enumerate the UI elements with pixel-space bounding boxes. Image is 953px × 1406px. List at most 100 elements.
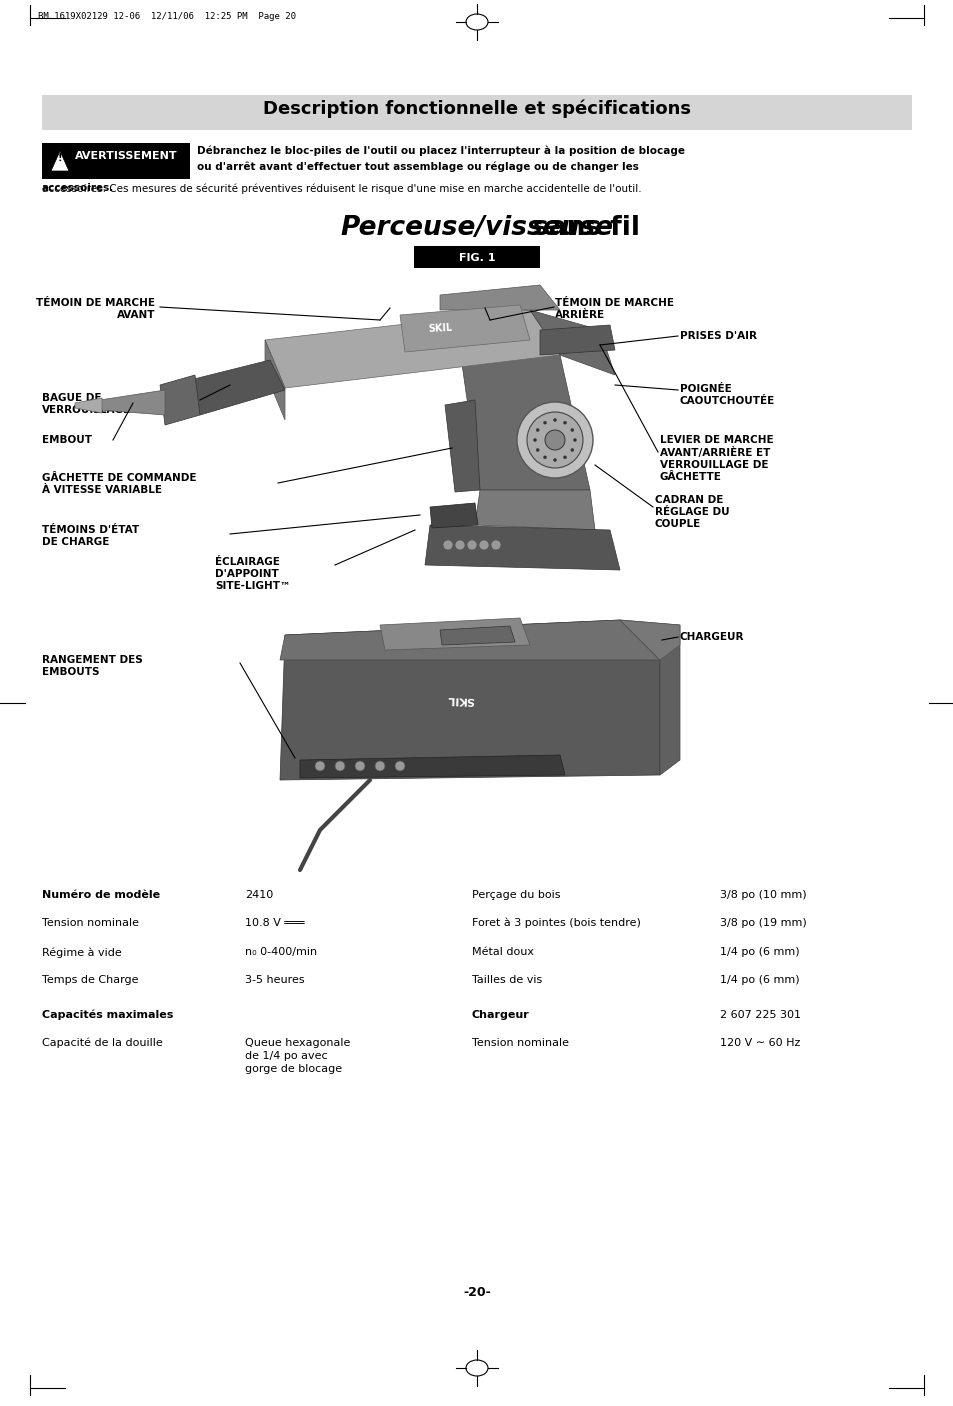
Text: GÂCHETTE DE COMMANDE
À VITESSE VARIABLE: GÂCHETTE DE COMMANDE À VITESSE VARIABLE [42, 472, 196, 495]
Bar [42, 143, 190, 179]
Text: 1/4 po (6 mm): 1/4 po (6 mm) [720, 974, 799, 986]
Text: ou d'arrêt avant d'effectuer tout assemblage ou réglage ou de changer les: ou d'arrêt avant d'effectuer tout assemb… [196, 162, 639, 172]
Polygon shape [539, 325, 615, 354]
Text: ÉCLAIRAGE
D'APPOINT
SITE-LIGHT™: ÉCLAIRAGE D'APPOINT SITE-LIGHT™ [214, 557, 290, 591]
Circle shape [563, 422, 566, 425]
Circle shape [467, 540, 476, 550]
Text: 120 V ∼ 60 Hz: 120 V ∼ 60 Hz [720, 1038, 800, 1047]
Text: -20-: -20- [462, 1285, 491, 1299]
Polygon shape [439, 626, 515, 645]
Text: TÉMOINS D'ÉTAT
DE CHARGE: TÉMOINS D'ÉTAT DE CHARGE [42, 524, 139, 547]
Text: 1/4 po (6 mm): 1/4 po (6 mm) [720, 948, 799, 957]
Text: PRISES D'AIR: PRISES D'AIR [679, 330, 757, 342]
Polygon shape [399, 305, 530, 352]
Text: Foret à 3 pointes (bois tendre): Foret à 3 pointes (bois tendre) [472, 918, 640, 928]
Text: CHARGEUR: CHARGEUR [679, 633, 743, 643]
Text: Capacité de la douille: Capacité de la douille [42, 1038, 163, 1049]
Circle shape [536, 429, 538, 432]
Polygon shape [280, 620, 659, 659]
Text: 2410: 2410 [245, 890, 273, 900]
Text: 3/8 po (10 mm): 3/8 po (10 mm) [720, 890, 806, 900]
Text: Perceuse/visseuse: Perceuse/visseuse [340, 215, 613, 240]
Text: FIG. 1: FIG. 1 [458, 253, 495, 263]
Text: accessoires. Ces mesures de sécurité préventives réduisent le risque d'une mise : accessoires. Ces mesures de sécurité pré… [42, 183, 641, 194]
Polygon shape [265, 340, 285, 420]
Text: TÉMOIN DE MARCHE
ARRIÈRE: TÉMOIN DE MARCHE ARRIÈRE [555, 298, 673, 321]
Text: SKIL: SKIL [427, 322, 452, 333]
Polygon shape [100, 389, 165, 415]
Circle shape [533, 439, 536, 441]
Circle shape [570, 449, 573, 451]
Text: Temps de Charge: Temps de Charge [42, 974, 138, 986]
Text: n₀ 0-400/min: n₀ 0-400/min [245, 948, 316, 957]
Bar [42, 96, 911, 129]
Text: !: ! [58, 153, 62, 163]
Text: LEVIER DE MARCHE
AVANT/ARRIÈRE ET
VERROUILLAGE DE
GÂCHETTE: LEVIER DE MARCHE AVANT/ARRIÈRE ET VERROU… [659, 434, 773, 482]
Circle shape [536, 449, 538, 451]
Circle shape [442, 540, 453, 550]
Polygon shape [299, 755, 564, 778]
Text: Numéro de modèle: Numéro de modèle [42, 890, 160, 900]
Polygon shape [280, 620, 659, 780]
Polygon shape [424, 524, 619, 569]
Polygon shape [439, 285, 559, 309]
Circle shape [478, 540, 489, 550]
Text: CADRAN DE
RÉGLAGE DU
COUPLE: CADRAN DE RÉGLAGE DU COUPLE [655, 495, 729, 529]
Text: accessoires.: accessoires. [42, 183, 114, 193]
Circle shape [553, 458, 556, 461]
Circle shape [526, 412, 582, 468]
Text: Chargeur: Chargeur [472, 1010, 529, 1019]
Circle shape [570, 429, 573, 432]
Text: AVERTISSEMENT: AVERTISSEMENT [75, 150, 177, 162]
Text: Métal doux: Métal doux [472, 948, 534, 957]
Text: Tension nominale: Tension nominale [472, 1038, 568, 1047]
Text: RANGEMENT DES
EMBOUTS: RANGEMENT DES EMBOUTS [42, 655, 143, 678]
Text: Queue hexagonale
de 1/4 po avec
gorge de blocage: Queue hexagonale de 1/4 po avec gorge de… [245, 1038, 350, 1074]
Text: Description fonctionnelle et spécifications: Description fonctionnelle et spécificati… [263, 100, 690, 118]
Text: Capacités maximales: Capacités maximales [42, 1010, 173, 1021]
Text: Tailles de vis: Tailles de vis [472, 974, 541, 986]
Polygon shape [75, 398, 102, 413]
Circle shape [375, 761, 385, 770]
Polygon shape [265, 309, 559, 388]
Polygon shape [459, 350, 589, 491]
Circle shape [517, 402, 593, 478]
Text: BAGUE DE
VERROUILLAGE: BAGUE DE VERROUILLAGE [42, 394, 131, 415]
Circle shape [491, 540, 500, 550]
Polygon shape [430, 503, 477, 529]
Circle shape [395, 761, 405, 770]
Text: POIGNÉE
CAOUTCHOUTÉE: POIGNÉE CAOUTCHOUTÉE [679, 384, 775, 406]
Polygon shape [530, 309, 615, 375]
Text: 2 607 225 301: 2 607 225 301 [720, 1010, 801, 1019]
Text: TÉMOIN DE MARCHE
AVANT: TÉMOIN DE MARCHE AVANT [36, 298, 154, 321]
Text: Régime à vide: Régime à vide [42, 948, 122, 957]
Circle shape [455, 540, 464, 550]
Text: Tension nominale: Tension nominale [42, 918, 139, 928]
Circle shape [563, 456, 566, 458]
Bar [414, 246, 539, 269]
Text: EMBOUT: EMBOUT [42, 434, 91, 446]
Circle shape [543, 422, 546, 425]
Circle shape [314, 761, 325, 770]
Text: 3/8 po (19 mm): 3/8 po (19 mm) [720, 918, 806, 928]
Polygon shape [619, 620, 679, 775]
Text: sans fil: sans fil [314, 215, 639, 240]
Polygon shape [160, 375, 200, 425]
Text: 10.8 V ═══: 10.8 V ═══ [245, 918, 304, 928]
Polygon shape [475, 491, 595, 530]
Polygon shape [379, 619, 530, 650]
Circle shape [544, 430, 564, 450]
Polygon shape [190, 360, 285, 415]
Circle shape [355, 761, 365, 770]
Text: Perçage du bois: Perçage du bois [472, 890, 560, 900]
Circle shape [335, 761, 345, 770]
Polygon shape [444, 399, 479, 492]
Text: 3-5 heures: 3-5 heures [245, 974, 304, 986]
Circle shape [573, 439, 576, 441]
Polygon shape [51, 150, 69, 172]
Circle shape [543, 456, 546, 458]
Text: BM 1619X02129 12-06  12/11/06  12:25 PM  Page 20: BM 1619X02129 12-06 12/11/06 12:25 PM Pa… [38, 13, 295, 21]
Polygon shape [619, 620, 679, 659]
Text: SKIL: SKIL [446, 695, 474, 706]
Circle shape [553, 419, 556, 422]
